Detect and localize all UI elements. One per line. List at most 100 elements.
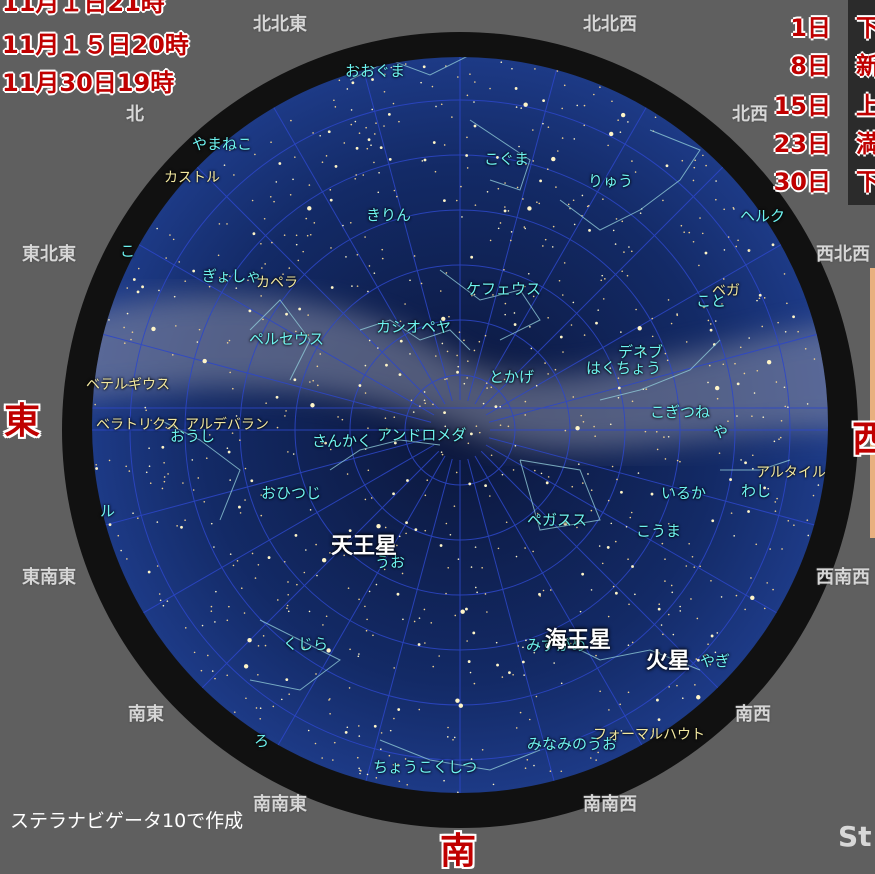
star bbox=[312, 132, 314, 134]
star bbox=[191, 459, 194, 461]
star bbox=[766, 359, 772, 365]
star bbox=[604, 278, 606, 280]
constellation-label: はくちょう bbox=[586, 359, 662, 377]
star bbox=[786, 302, 788, 305]
star bbox=[458, 331, 461, 333]
star bbox=[390, 66, 393, 69]
star bbox=[251, 552, 254, 555]
star bbox=[658, 664, 661, 667]
star-label: ベラトリクス bbox=[96, 417, 180, 433]
star bbox=[641, 350, 645, 354]
star bbox=[441, 316, 446, 322]
star bbox=[287, 451, 289, 453]
star bbox=[401, 572, 404, 575]
star bbox=[524, 547, 526, 549]
star bbox=[466, 136, 468, 139]
direction-south: 南 bbox=[440, 831, 477, 872]
star bbox=[283, 234, 286, 236]
grid-line bbox=[467, 57, 570, 402]
star bbox=[357, 655, 360, 658]
star bbox=[159, 599, 162, 602]
star bbox=[277, 599, 279, 601]
star bbox=[364, 364, 367, 367]
constellation-label: うお bbox=[375, 553, 406, 571]
star bbox=[307, 729, 310, 732]
star bbox=[676, 459, 679, 462]
star bbox=[278, 162, 282, 165]
star bbox=[393, 189, 396, 192]
star bbox=[132, 278, 136, 281]
moon-row: 30日 下 bbox=[770, 162, 875, 196]
constellation-line bbox=[519, 459, 601, 531]
star bbox=[499, 222, 502, 224]
star bbox=[426, 479, 429, 482]
star bbox=[161, 445, 165, 449]
star bbox=[520, 107, 523, 109]
star bbox=[422, 65, 426, 69]
star bbox=[235, 287, 238, 289]
constellation-label: ヘルク bbox=[740, 207, 786, 225]
star bbox=[688, 231, 691, 234]
star bbox=[463, 382, 466, 385]
star bbox=[149, 482, 152, 485]
star bbox=[812, 494, 815, 497]
star bbox=[707, 381, 709, 384]
star bbox=[458, 703, 464, 708]
star bbox=[271, 241, 273, 244]
star-label: フォーマルハウト bbox=[593, 727, 705, 743]
star bbox=[356, 253, 359, 256]
direction-nnw: 北北西 bbox=[583, 14, 637, 35]
star bbox=[292, 453, 295, 455]
star bbox=[265, 402, 267, 404]
star bbox=[384, 526, 387, 529]
star bbox=[561, 294, 564, 296]
star bbox=[693, 566, 696, 568]
constellation-label: さんかく bbox=[312, 432, 373, 450]
star bbox=[490, 386, 493, 389]
star bbox=[666, 359, 669, 362]
star bbox=[285, 678, 289, 682]
star bbox=[175, 325, 177, 327]
star bbox=[617, 377, 620, 379]
star bbox=[229, 479, 231, 481]
star bbox=[226, 447, 229, 449]
star bbox=[494, 405, 498, 409]
star bbox=[455, 199, 458, 202]
brand-text: St bbox=[838, 820, 872, 853]
star bbox=[619, 703, 621, 706]
star bbox=[132, 512, 134, 515]
star bbox=[683, 231, 685, 233]
star bbox=[211, 176, 214, 178]
star bbox=[743, 372, 746, 375]
star bbox=[247, 139, 250, 141]
star bbox=[375, 122, 377, 124]
star bbox=[542, 589, 545, 592]
star bbox=[321, 558, 327, 563]
star bbox=[424, 494, 427, 497]
star bbox=[714, 385, 720, 391]
star bbox=[680, 224, 683, 227]
star bbox=[580, 414, 583, 417]
star bbox=[525, 639, 527, 642]
star bbox=[702, 154, 704, 157]
star bbox=[627, 691, 630, 694]
moon-phase: 新 bbox=[856, 52, 875, 80]
star bbox=[367, 290, 369, 293]
star bbox=[704, 251, 708, 255]
star bbox=[356, 756, 359, 759]
star bbox=[393, 416, 396, 419]
star bbox=[573, 223, 576, 226]
star bbox=[294, 156, 296, 158]
star bbox=[439, 544, 443, 547]
moon-row: 8日 新 bbox=[770, 46, 875, 80]
grid-line bbox=[92, 320, 432, 423]
star bbox=[398, 535, 401, 538]
star bbox=[287, 610, 290, 613]
star bbox=[292, 178, 294, 181]
constellation-label: ペルセウス bbox=[249, 330, 325, 348]
constellation-label: くじら bbox=[283, 635, 329, 653]
star bbox=[771, 243, 775, 247]
constellation-label: みずがめ bbox=[526, 636, 587, 654]
star bbox=[207, 654, 209, 657]
star bbox=[388, 157, 392, 161]
